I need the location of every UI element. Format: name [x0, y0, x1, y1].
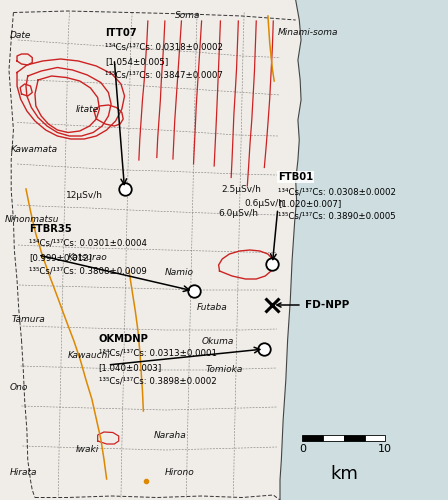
Text: ¹³⁵Cs/¹³⁷Cs: 0.3890±0.0005: ¹³⁵Cs/¹³⁷Cs: 0.3890±0.0005	[278, 212, 396, 220]
Text: ¹³⁵Cs/¹³⁷Cs: 0.3898±0.0002: ¹³⁵Cs/¹³⁷Cs: 0.3898±0.0002	[99, 377, 216, 386]
Text: 10: 10	[378, 444, 392, 454]
Text: Date: Date	[10, 30, 31, 40]
Text: Hirono: Hirono	[164, 468, 194, 477]
Text: OKMDNP: OKMDNP	[99, 334, 148, 344]
Bar	[323, 434, 344, 441]
Text: ¹³⁴Cs/¹³⁷Cs: 0.0308±0.0002: ¹³⁴Cs/¹³⁷Cs: 0.0308±0.0002	[278, 188, 396, 196]
Text: ¹³⁵Cs/¹³⁷Cs: 0.3808±0.0009: ¹³⁵Cs/¹³⁷Cs: 0.3808±0.0009	[29, 267, 147, 276]
Text: [1.040±0.003]: [1.040±0.003]	[99, 363, 162, 372]
Text: [1.054±0.005]: [1.054±0.005]	[105, 57, 168, 66]
Text: Naraha: Naraha	[154, 430, 187, 440]
Text: Minami-soma: Minami-soma	[278, 28, 338, 37]
Text: Soma: Soma	[176, 10, 201, 20]
Text: km: km	[330, 465, 358, 483]
Bar	[365, 434, 385, 441]
Text: FTBR35: FTBR35	[29, 224, 72, 234]
Text: ITT07: ITT07	[105, 28, 137, 38]
Polygon shape	[280, 0, 448, 500]
Text: [0.999±0.012]: [0.999±0.012]	[29, 253, 92, 262]
Text: Tomioka: Tomioka	[206, 364, 243, 374]
Text: Okuma: Okuma	[202, 336, 234, 345]
Text: ¹³⁴Cs/¹³⁷Cs: 0.0318±0.0002: ¹³⁴Cs/¹³⁷Cs: 0.0318±0.0002	[105, 43, 223, 52]
Text: Tamura: Tamura	[11, 316, 45, 324]
Text: ¹³⁴Cs/¹³⁷Cs: 0.0313±0.0001: ¹³⁴Cs/¹³⁷Cs: 0.0313±0.0001	[99, 349, 216, 358]
Text: Kawamata: Kawamata	[11, 146, 58, 154]
Text: Katsurao: Katsurao	[68, 253, 107, 262]
Text: [1.020±0.007]: [1.020±0.007]	[278, 200, 341, 208]
Text: Namio: Namio	[165, 268, 194, 277]
Text: 2.5μSv/h: 2.5μSv/h	[222, 184, 262, 194]
Text: Iitate: Iitate	[76, 106, 99, 114]
Text: FTB01: FTB01	[278, 172, 313, 181]
Text: 12μSv/h: 12μSv/h	[66, 192, 103, 200]
Bar	[344, 434, 365, 441]
Text: Kawauchi: Kawauchi	[68, 350, 111, 360]
Text: FD-NPP: FD-NPP	[277, 300, 349, 310]
Text: ¹³⁴Cs/¹³⁷Cs: 0.0301±0.0004: ¹³⁴Cs/¹³⁷Cs: 0.0301±0.0004	[29, 239, 147, 248]
Text: ¹³⁵Cs/¹³⁷Cs: 0.3847±0.0007: ¹³⁵Cs/¹³⁷Cs: 0.3847±0.0007	[105, 71, 223, 80]
Text: Nihonmatsu: Nihonmatsu	[4, 216, 59, 224]
Text: 0: 0	[299, 444, 306, 454]
Text: Iwaki: Iwaki	[76, 444, 99, 454]
Text: 0.6μSv/h: 0.6μSv/h	[244, 200, 284, 208]
Text: Ono: Ono	[10, 383, 28, 392]
Text: Futaba: Futaba	[197, 303, 228, 312]
Bar	[302, 434, 323, 441]
Text: Hirata: Hirata	[10, 468, 37, 477]
Text: 6.0μSv/h: 6.0μSv/h	[219, 210, 258, 218]
